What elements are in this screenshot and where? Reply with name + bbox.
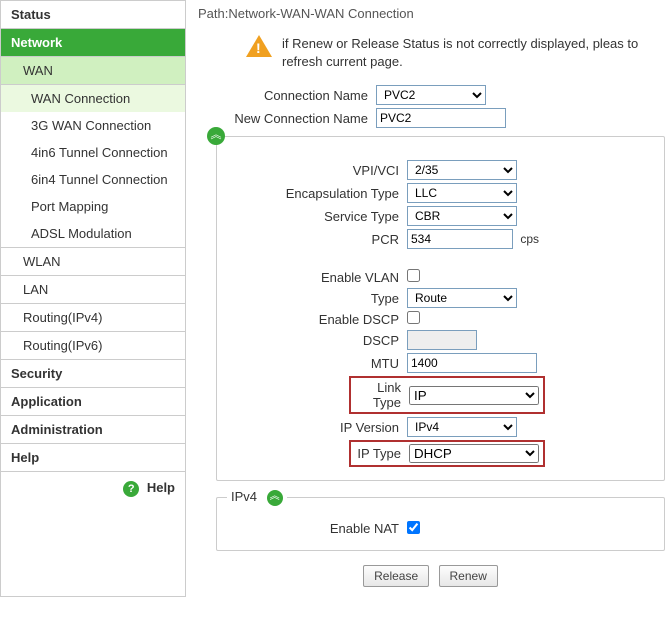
alert-row: if Renew or Release Status is not correc… — [196, 31, 665, 82]
sidebar-wan-connection[interactable]: WAN Connection — [1, 85, 185, 112]
label-encapsulation-type: Encapsulation Type — [227, 186, 407, 201]
sidebar-status[interactable]: Status — [1, 1, 185, 29]
sidebar-wan[interactable]: WAN — [1, 57, 185, 85]
sidebar-lan[interactable]: LAN — [1, 276, 185, 304]
label-enable-vlan: Enable VLAN — [227, 270, 407, 285]
sidebar-network[interactable]: Network — [1, 29, 185, 57]
label-vpi-vci: VPI/VCI — [227, 163, 407, 178]
mtu-input[interactable] — [407, 353, 537, 373]
dscp-input[interactable] — [407, 330, 477, 350]
panel-collapse-icon[interactable]: ︽ — [207, 127, 225, 145]
sidebar-port-mapping[interactable]: Port Mapping — [1, 193, 185, 220]
label-mtu: MTU — [227, 356, 407, 371]
ip-type-select[interactable]: DHCP — [409, 444, 539, 463]
sidebar: Status Network WAN WAN Connection 3G WAN… — [0, 0, 186, 597]
sidebar-administration[interactable]: Administration — [1, 416, 185, 444]
ipv4-collapse-icon[interactable]: ︽ — [267, 490, 283, 506]
type-select[interactable]: Route — [407, 288, 517, 308]
label-connection-name: Connection Name — [196, 88, 376, 103]
sidebar-6in4-tunnel[interactable]: 6in4 Tunnel Connection — [1, 166, 185, 193]
new-connection-name-input[interactable] — [376, 108, 506, 128]
label-link-type: Link Type — [355, 380, 409, 410]
ipv4-panel: IPv4 ︽ Enable NAT — [216, 489, 665, 551]
sidebar-routing-ipv6[interactable]: Routing(IPv6) — [1, 332, 185, 360]
ip-version-select[interactable]: IPv4 — [407, 417, 517, 437]
ip-type-highlight: IP Type DHCP — [349, 440, 545, 467]
sidebar-4in6-tunnel[interactable]: 4in6 Tunnel Connection — [1, 139, 185, 166]
breadcrumb-path: Path:Network-WAN-WAN Connection — [196, 0, 665, 31]
link-type-select[interactable]: IP — [409, 386, 539, 405]
link-type-highlight: Link Type IP — [349, 376, 545, 414]
help-link[interactable]: Help — [147, 480, 175, 495]
label-service-type: Service Type — [227, 209, 407, 224]
wan-settings-panel: ︽ VPI/VCI 2/35 Encapsulation Type LLC Se… — [216, 136, 665, 481]
sidebar-adsl-modulation[interactable]: ADSL Modulation — [1, 220, 185, 248]
warning-icon — [246, 35, 272, 59]
sidebar-wlan[interactable]: WLAN — [1, 248, 185, 276]
main-content: Path:Network-WAN-WAN Connection if Renew… — [186, 0, 665, 597]
label-pcr: PCR — [227, 232, 407, 247]
label-enable-dscp: Enable DSCP — [227, 312, 407, 327]
renew-button[interactable]: Renew — [439, 565, 498, 587]
help-icon[interactable]: ? — [123, 481, 139, 497]
label-ip-type: IP Type — [355, 446, 409, 461]
sidebar-application[interactable]: Application — [1, 388, 185, 416]
label-type: Type — [227, 291, 407, 306]
enable-vlan-checkbox[interactable] — [407, 269, 420, 282]
enable-nat-checkbox[interactable] — [407, 521, 420, 534]
label-enable-nat: Enable NAT — [227, 521, 407, 536]
sidebar-3g-wan-connection[interactable]: 3G WAN Connection — [1, 112, 185, 139]
label-dscp: DSCP — [227, 333, 407, 348]
ipv4-legend-text: IPv4 — [231, 489, 257, 504]
pcr-input[interactable] — [407, 229, 513, 249]
alert-text: if Renew or Release Status is not correc… — [282, 35, 665, 70]
help-row: ? Help — [1, 472, 185, 505]
sidebar-help[interactable]: Help — [1, 444, 185, 472]
sidebar-routing-ipv4[interactable]: Routing(IPv4) — [1, 304, 185, 332]
pcr-unit: cps — [520, 232, 539, 246]
service-type-select[interactable]: CBR — [407, 206, 517, 226]
vpi-vci-select[interactable]: 2/35 — [407, 160, 517, 180]
release-button[interactable]: Release — [363, 565, 429, 587]
sidebar-security[interactable]: Security — [1, 360, 185, 388]
label-new-connection-name: New Connection Name — [196, 111, 376, 126]
label-ip-version: IP Version — [227, 420, 407, 435]
ipv4-legend: IPv4 ︽ — [227, 489, 287, 506]
connection-name-select[interactable]: PVC2 — [376, 85, 486, 105]
enable-dscp-checkbox[interactable] — [407, 311, 420, 324]
encapsulation-type-select[interactable]: LLC — [407, 183, 517, 203]
button-row: Release Renew — [196, 565, 665, 587]
